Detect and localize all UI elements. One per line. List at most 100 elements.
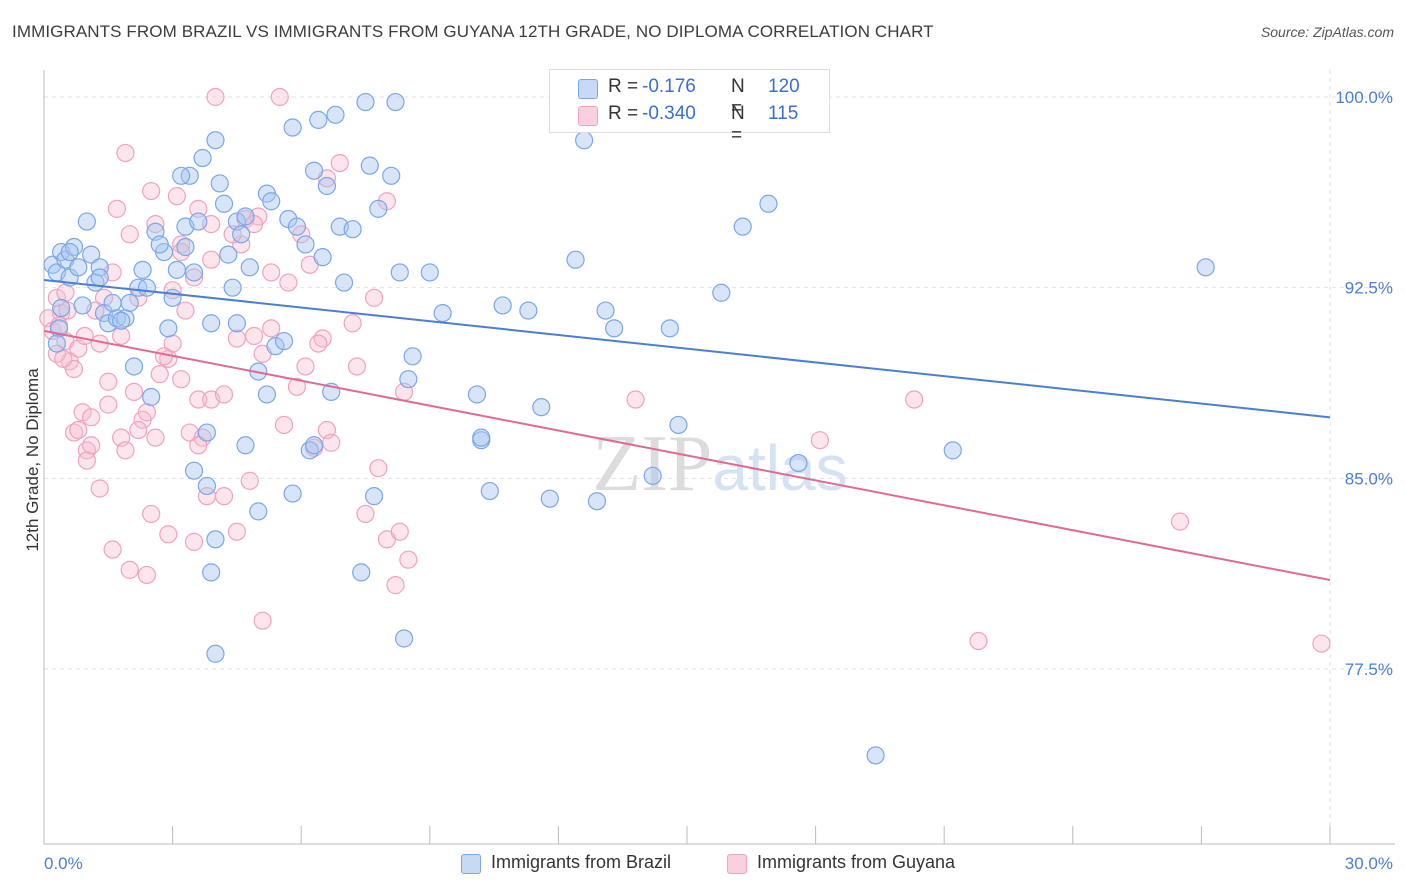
point-guyana [82,408,101,427]
point-guyana [189,436,208,455]
point-guyana [356,504,375,524]
legend-r-value: -0.340 [642,103,696,124]
point-brazil [257,385,277,404]
point-guyana [116,143,135,163]
point-brazil [669,415,688,435]
point-guyana [184,532,204,551]
point-guyana [73,403,92,422]
point-brazil [296,235,315,254]
point-brazil [467,385,487,404]
point-brazil [73,296,92,315]
point-guyana [262,263,281,282]
point-brazil [304,436,324,455]
point-guyana [103,540,122,559]
point-brazil [283,484,302,503]
point-guyana [112,326,131,346]
y-tick-label: 85.0% [1345,469,1393,488]
point-guyana [107,199,126,218]
point-brazil [172,166,191,185]
point-guyana [75,326,94,346]
x-tick-label: 0.0% [44,854,83,873]
trend-line-brazil [43,279,1331,419]
point-brazil [643,466,662,485]
point-guyana [214,385,234,404]
point-guyana [626,390,645,409]
point-brazil [210,174,229,193]
point-guyana [176,301,195,320]
point-guyana [124,382,144,401]
point-brazil [219,245,238,264]
point-brazil [236,436,255,455]
point-brazil [133,260,152,279]
point-brazil [103,293,122,313]
point-guyana [142,504,161,524]
chart-source: Source: ZipAtlas.com [1260,24,1394,40]
point-brazil [566,250,585,269]
point-guyana [309,334,328,353]
point-guyana [227,522,246,541]
point-brazil [266,337,285,356]
point-guyana [214,487,234,506]
point-guyana [274,415,294,435]
point-guyana [206,87,225,107]
point-brazil [137,278,156,297]
point-brazil [519,301,538,320]
point-brazil [283,118,302,137]
point-brazil [433,303,452,323]
legend-n-label: N = [731,103,745,146]
point-guyana [244,326,264,346]
point-guyana [262,319,281,338]
legend-label-guyana: Immigrants from Guyana [757,852,956,872]
point-brazil [420,263,439,282]
legend-label-brazil: Immigrants from Brazil [491,852,672,872]
point-brazil [184,461,204,480]
legend-n-value: 120 [768,76,800,97]
point-brazil [47,334,66,353]
point-brazil [167,260,186,279]
point-brazil [52,298,71,318]
point-guyana [142,181,161,201]
point-brazil [163,288,182,307]
point-guyana [189,199,208,218]
point-guyana [120,560,139,579]
point-brazil [352,563,371,582]
point-brazil [317,176,337,196]
point-brazil [472,428,491,447]
point-brazil [150,235,169,254]
point-brazil [390,263,409,282]
point-guyana [253,611,272,630]
point-guyana [150,365,169,384]
legend-swatch-guyana [727,854,747,874]
point-brazil [274,331,294,351]
point-guyana [146,428,165,447]
trend-lines [43,279,1331,582]
point-guyana [347,357,367,376]
point-brazil [364,487,384,506]
point-brazil [493,296,512,315]
point-guyana [227,329,246,348]
point-guyana [69,420,88,440]
correlation-legend: R = -0.176 N = 120 R = -0.340 N = 115 [549,69,830,146]
point-brazil [227,314,246,333]
point-brazil [789,453,808,473]
point-guyana [905,390,924,409]
point-brazil [334,273,354,292]
tick-labels: 77.5% 85.0% 92.5% 100.0% 0.0% 30.0% [44,88,1393,873]
point-guyana [90,479,109,498]
y-tick-label: 100.0% [1335,88,1393,107]
point-guyana [364,288,384,307]
y-axis-label: 12th Grade, No Diploma [23,368,42,552]
point-brazil [193,148,212,168]
point-guyana [390,522,409,541]
point-brazil [206,644,225,663]
point-brazil [660,319,679,338]
point-brazil [382,166,401,185]
point-brazil [77,212,96,231]
point-brazil [189,212,208,231]
point-guyana [197,487,216,506]
point-guyana [279,273,298,292]
point-guyana [343,314,362,333]
point-brazil [394,629,414,648]
point-guyana [120,225,139,244]
